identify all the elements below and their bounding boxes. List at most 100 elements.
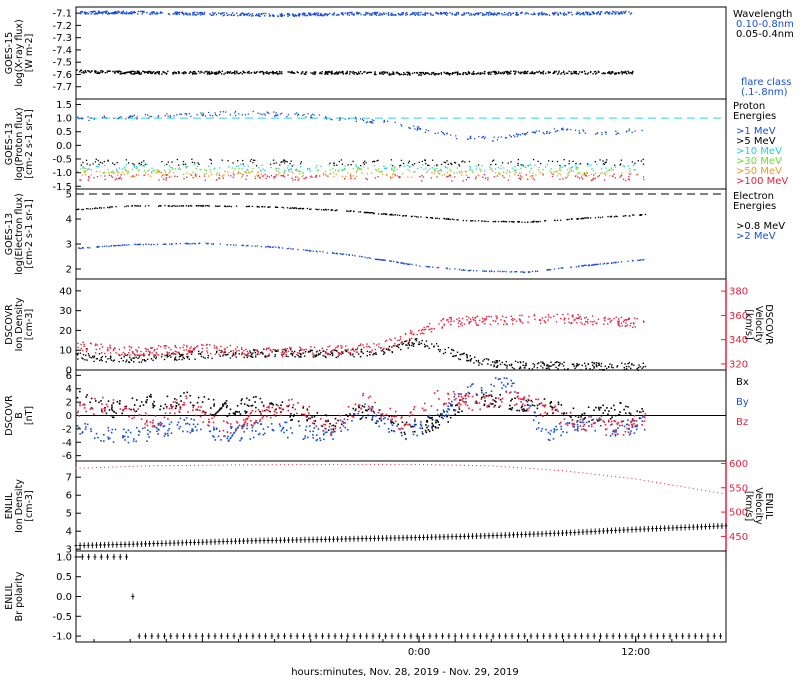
data-point <box>519 178 522 180</box>
data-point <box>427 12 429 15</box>
data-point <box>224 350 226 352</box>
data-point <box>626 324 629 326</box>
data-point <box>132 70 134 72</box>
data-point <box>428 164 430 167</box>
data-point <box>625 71 627 74</box>
data-point <box>479 168 481 171</box>
data-point <box>249 350 251 352</box>
data-point <box>150 175 152 177</box>
data-point <box>373 160 375 162</box>
data-point <box>183 392 185 394</box>
data-point <box>331 252 334 254</box>
data-point <box>350 164 352 166</box>
data-point <box>197 70 200 73</box>
data-point <box>553 12 556 14</box>
data-point <box>88 168 91 170</box>
data-point <box>360 169 363 171</box>
data-point <box>200 428 202 431</box>
data-point <box>287 165 289 167</box>
data-point <box>204 179 206 181</box>
data-point <box>290 248 292 250</box>
data-point <box>268 347 270 349</box>
data-point <box>299 207 301 210</box>
data-point <box>173 204 175 207</box>
data-point <box>584 320 587 323</box>
data-point <box>276 70 278 73</box>
data-point <box>110 171 112 173</box>
data-point <box>151 72 153 75</box>
data-point <box>511 167 514 169</box>
data-point <box>482 176 484 178</box>
data-point <box>245 172 247 174</box>
data-point <box>76 208 78 211</box>
data-point <box>279 113 282 115</box>
data-point <box>183 349 185 351</box>
data-point <box>407 162 410 164</box>
data-point <box>252 167 254 170</box>
data-point <box>629 324 631 327</box>
data-point <box>506 365 508 367</box>
data-point <box>241 159 244 162</box>
data-point <box>260 352 262 354</box>
data-point <box>400 73 403 76</box>
data-point <box>418 161 420 164</box>
data-point <box>206 350 208 352</box>
data-point <box>290 160 292 162</box>
data-point <box>333 349 336 351</box>
data-point <box>538 403 541 405</box>
data-point <box>106 10 108 12</box>
data-point <box>308 168 311 170</box>
data-point <box>281 349 283 351</box>
data-point <box>366 257 368 259</box>
data-point <box>407 176 409 178</box>
data-point <box>286 207 289 209</box>
data-point <box>277 349 279 351</box>
data-point <box>138 361 140 363</box>
data-point <box>559 164 561 167</box>
data-point <box>194 172 196 175</box>
data-point <box>187 350 190 352</box>
data-point <box>277 350 279 353</box>
data-point <box>526 72 528 75</box>
data-point <box>113 117 115 119</box>
data-point <box>250 72 252 74</box>
data-point <box>456 172 458 174</box>
data-point <box>233 14 236 16</box>
data-point <box>173 71 176 73</box>
data-point <box>311 72 314 74</box>
data-point <box>206 343 208 346</box>
data-point <box>96 358 99 360</box>
data-point <box>632 260 634 262</box>
data-point <box>443 415 446 417</box>
data-point <box>516 11 518 14</box>
data-point <box>459 73 462 75</box>
data-point <box>440 163 443 166</box>
data-point <box>418 128 420 130</box>
data-point <box>451 180 453 182</box>
data-point <box>631 161 634 163</box>
data-point <box>313 73 316 75</box>
data-point <box>615 11 617 13</box>
data-point <box>122 351 124 354</box>
data-point <box>273 175 275 178</box>
data-point <box>174 357 176 360</box>
data-point <box>475 168 477 170</box>
data-point <box>368 351 371 353</box>
data-point <box>291 70 293 73</box>
data-point <box>183 12 185 15</box>
data-point <box>576 11 578 13</box>
data-point <box>256 174 258 176</box>
y-tick-label: -7.7 <box>52 82 72 93</box>
data-point <box>546 131 548 133</box>
data-point <box>323 208 325 211</box>
data-point <box>482 393 485 396</box>
data-point <box>497 270 499 272</box>
data-point <box>384 71 387 74</box>
data-point <box>503 221 505 223</box>
data-point <box>268 176 271 178</box>
data-point <box>332 424 335 427</box>
data-point <box>222 177 225 179</box>
data-point <box>515 133 518 135</box>
y-axis-label-line: DSCOVR <box>4 395 15 436</box>
